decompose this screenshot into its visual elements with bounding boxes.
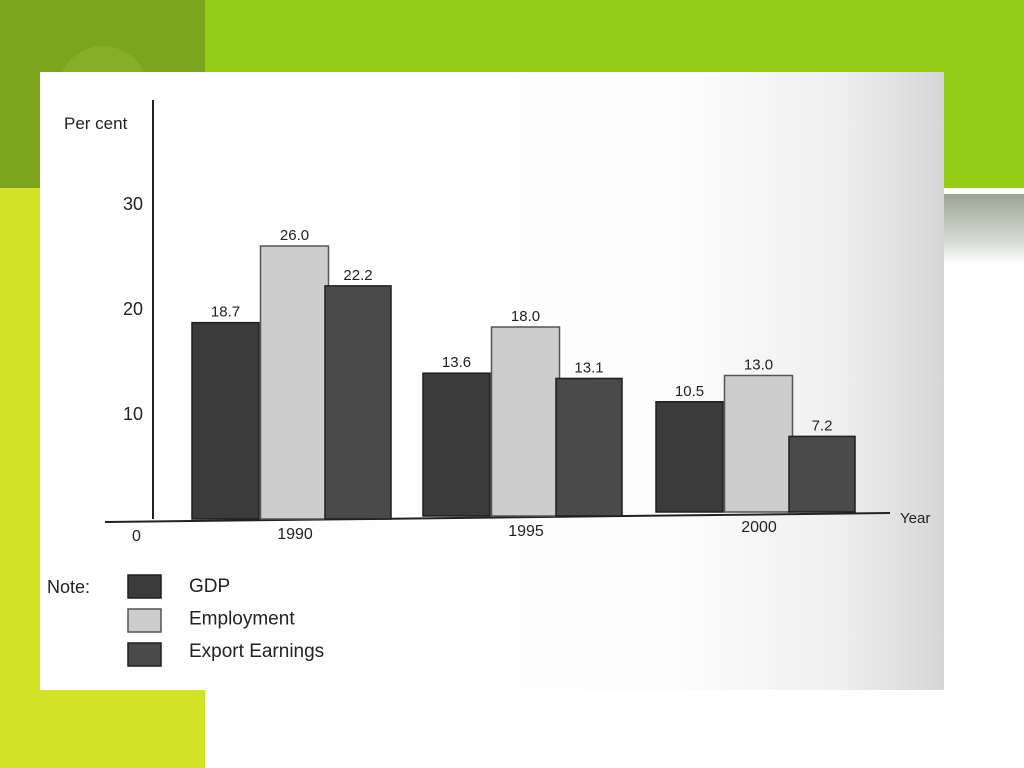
bar-gdp <box>191 321 260 520</box>
legend-title: Note: <box>47 577 90 597</box>
chart-panel: Per cent Year 0 10 20 30 18.7 26.0 22.2 13.6 18.… <box>40 72 944 690</box>
data-label: 18.7 <box>211 304 240 321</box>
chart-axes: Per cent Year 0 <box>64 100 930 545</box>
x-tick-label: 2000 <box>741 519 777 536</box>
data-label: 13.0 <box>744 357 773 374</box>
legend-swatch-export-earnings <box>127 642 162 667</box>
y-tick-label: 20 <box>123 299 143 319</box>
chart-bars <box>191 245 856 520</box>
bar-employment <box>723 374 794 513</box>
y-tick-labels: 10 20 30 <box>123 194 143 424</box>
bar-employment <box>490 326 561 517</box>
data-labels: 18.7 26.0 22.2 13.6 18.0 13.1 10.5 13.0 7.2 <box>211 227 833 434</box>
data-label: 22.2 <box>343 267 372 284</box>
bar-gdp <box>655 401 724 513</box>
legend: Note: GDP Employment Export Earnings <box>47 574 324 667</box>
x-tick-label: 1990 <box>277 526 313 543</box>
bar-export-earnings <box>555 377 623 517</box>
y-axis-title: Per cent <box>64 114 128 133</box>
y-tick-label: 10 <box>123 404 143 424</box>
bar-export-earnings <box>324 285 392 520</box>
data-label: 26.0 <box>280 227 309 244</box>
data-label: 18.0 <box>511 308 540 325</box>
data-label: 13.1 <box>574 359 603 376</box>
legend-label: Export Earnings <box>189 641 324 662</box>
bar-gdp <box>422 372 491 517</box>
data-label: 7.2 <box>812 417 833 434</box>
background-grey-gradient <box>944 194 1024 264</box>
origin-label: 0 <box>132 528 141 545</box>
y-tick-label: 30 <box>123 194 143 214</box>
bar-employment <box>259 245 330 520</box>
legend-label: Employment <box>189 609 295 630</box>
legend-label: GDP <box>189 576 230 597</box>
x-axis-line <box>104 512 891 523</box>
x-tick-labels: 1990 1995 2000 <box>277 519 777 543</box>
x-axis-title: Year <box>900 510 930 527</box>
bar-export-earnings <box>788 435 856 513</box>
legend-swatch-gdp <box>127 574 162 599</box>
x-tick-label: 1995 <box>508 523 544 540</box>
legend-swatch-employment <box>127 608 162 633</box>
data-label: 13.6 <box>442 354 471 371</box>
data-label: 10.5 <box>675 383 704 400</box>
